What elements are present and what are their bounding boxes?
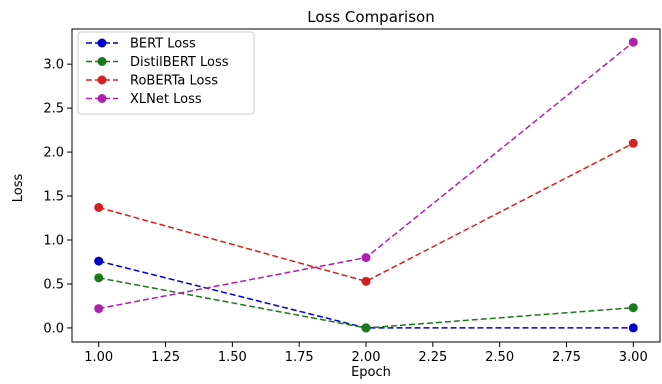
x-tick-label: 3.00 <box>619 350 648 365</box>
x-tick-label: 1.25 <box>151 350 180 365</box>
legend-marker <box>97 57 107 66</box>
series-xlnet-loss <box>94 37 638 314</box>
legend: BERT Loss DistilBERT Loss RoBERTa Loss XLNe… <box>77 31 255 115</box>
series-roberta-loss <box>94 138 638 286</box>
data-point <box>94 273 104 283</box>
series-distilbert-loss <box>94 273 638 333</box>
legend-item: BERT Loss <box>86 37 196 52</box>
legend-label: DistilBERT Loss <box>130 55 229 70</box>
chart-title: Loss Comparison <box>307 8 434 26</box>
legend-label: BERT Loss <box>130 37 196 52</box>
x-axis-label: Epoch <box>351 365 391 380</box>
data-point <box>94 304 104 314</box>
data-point <box>628 323 638 333</box>
x-tick-label: 2.75 <box>552 350 581 365</box>
x-axis-ticks: 1.00 1.25 1.50 1.75 2.00 2.25 2.50 2.75 3.00 <box>84 342 648 365</box>
legend-label: RoBERTa Loss <box>130 74 218 89</box>
series-line <box>98 142 634 283</box>
series-group <box>94 37 638 333</box>
data-point <box>361 323 371 333</box>
x-tick-label: 1.50 <box>218 350 247 365</box>
data-point <box>361 276 371 286</box>
y-tick-label: 3.0 <box>43 58 64 73</box>
legend-label: XLNet Loss <box>130 92 202 107</box>
y-tick-label: 1.5 <box>43 190 64 205</box>
y-tick-label: 0.0 <box>43 321 64 336</box>
data-point <box>628 138 638 148</box>
y-axis-label: Loss <box>11 174 26 203</box>
legend-marker <box>97 75 107 85</box>
series-bert-loss <box>94 256 638 333</box>
legend-frame <box>77 31 255 115</box>
series-line <box>98 260 634 329</box>
y-tick-label: 2.5 <box>43 102 64 117</box>
x-tick-label: 2.00 <box>352 350 381 365</box>
data-point <box>628 303 638 313</box>
x-tick-label: 2.25 <box>418 350 447 365</box>
legend-marker <box>97 94 107 103</box>
x-tick-label: 1.75 <box>285 350 314 365</box>
x-tick-label: 2.50 <box>485 350 514 365</box>
x-tick-label: 1.00 <box>84 350 113 365</box>
y-tick-label: 0.5 <box>43 277 64 292</box>
legend-item: XLNet Loss <box>86 92 202 107</box>
data-point <box>94 256 104 266</box>
legend-marker <box>97 38 107 48</box>
y-axis-ticks: 0.0 0.5 1.0 1.5 2.0 2.5 3.0 <box>43 58 72 336</box>
y-tick-label: 2.0 <box>43 146 64 161</box>
data-point <box>361 253 371 263</box>
data-point <box>628 37 638 47</box>
y-tick-label: 1.0 <box>43 234 64 249</box>
data-point <box>94 202 104 212</box>
legend-item: DistilBERT Loss <box>86 55 229 70</box>
legend-item: RoBERTa Loss <box>86 74 218 89</box>
